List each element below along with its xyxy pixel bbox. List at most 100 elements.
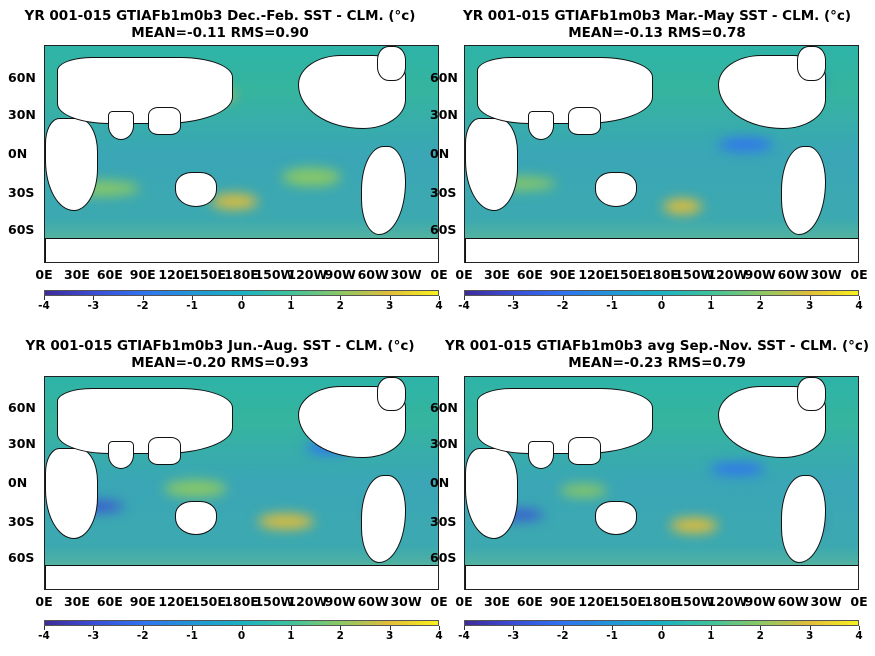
x-tick-label: 90W	[744, 267, 776, 282]
y-tick-label: 30S	[8, 185, 35, 201]
colorbar-tick-label: 1	[287, 630, 295, 642]
x-tick-label: 30W	[810, 594, 842, 609]
x-tick-label: 150E	[191, 594, 226, 609]
x-tick-label: 150W	[254, 267, 295, 282]
y-tick-label: 0N	[8, 475, 28, 490]
x-tick-label: 30W	[390, 267, 422, 282]
sst-anomaly-map	[44, 376, 439, 590]
colorbar-tick	[142, 626, 144, 630]
land-antarctica	[465, 565, 858, 589]
colorbar-tick	[192, 626, 194, 630]
x-tick-label: 180E	[644, 594, 679, 609]
colorbar-tick-label: 0	[657, 300, 666, 312]
anomaly-region	[210, 194, 259, 210]
colorbar-tick	[192, 296, 194, 300]
x-tick-label: 0E	[35, 594, 53, 609]
anomaly-region	[709, 462, 766, 476]
x-tick-label: 0E	[850, 267, 868, 282]
y-tick-label: 30N	[8, 436, 36, 452]
sst-anomaly-map	[44, 45, 439, 263]
x-tick-label: 120E	[578, 594, 613, 609]
colorbar-tick	[661, 626, 663, 630]
land-africa	[465, 117, 519, 212]
colorbar-tick	[562, 296, 564, 300]
x-tick-label: 120W	[707, 267, 748, 282]
colorbar	[464, 620, 859, 626]
land-south-america	[781, 146, 827, 236]
x-tick-label: 90W	[324, 594, 356, 609]
x-tick-label: 90E	[549, 267, 576, 282]
panel-subtitle: MEAN=-0.20 RMS=0.93	[131, 355, 309, 371]
colorbar-tick	[340, 296, 342, 300]
colorbar-tick-label: -3	[87, 630, 100, 642]
colorbar-tick-label: 1	[707, 300, 715, 312]
x-tick-label: 180E	[224, 594, 259, 609]
colorbar-tick	[513, 296, 515, 300]
x-tick-label: 30W	[810, 267, 842, 282]
anomaly-region	[662, 198, 702, 214]
colorbar-tick	[710, 626, 712, 630]
x-tick-label: 120W	[287, 594, 328, 609]
colorbar-tick-label: 3	[385, 300, 394, 312]
x-tick-label: 30E	[483, 594, 510, 609]
x-tick-label: 150W	[254, 594, 295, 609]
colorbar-tick-label: 4	[435, 300, 443, 312]
sst-anomaly-map	[464, 45, 859, 263]
x-tick-label: 60W	[777, 267, 809, 282]
x-tick-label: 60E	[96, 594, 123, 609]
land-africa	[465, 447, 519, 540]
land-antarctica	[465, 237, 858, 262]
colorbar-tick-label: -4	[458, 300, 470, 312]
land-eurasia	[56, 56, 233, 125]
x-tick-label: 30W	[390, 594, 422, 609]
colorbar-tick-label: 0	[237, 630, 246, 642]
land-south-america	[781, 475, 827, 564]
panel-subtitle: MEAN=-0.13 RMS=0.78	[568, 25, 746, 41]
anomaly-region	[670, 518, 718, 534]
colorbar-tick	[612, 626, 614, 630]
land-se-asia	[147, 436, 182, 465]
colorbar-tick	[93, 626, 95, 630]
land-greenland	[796, 377, 827, 412]
colorbar-tick	[859, 626, 860, 630]
colorbar-tick	[44, 296, 45, 300]
colorbar	[44, 290, 439, 296]
y-tick-label: 30N	[8, 106, 36, 122]
x-tick-label: 60E	[516, 267, 543, 282]
x-tick-label: 90E	[549, 594, 576, 609]
anomaly-region	[717, 137, 774, 151]
anomaly-region	[559, 484, 608, 497]
y-tick-label: 0N	[8, 146, 28, 161]
colorbar-tick-label: -3	[507, 630, 520, 642]
colorbar-tick-label: 2	[336, 300, 344, 312]
x-tick-label: 60W	[777, 594, 809, 609]
colorbar	[44, 620, 439, 626]
y-tick-label: 60S	[8, 549, 35, 565]
land-eurasia	[56, 387, 233, 454]
y-tick-label: 30N	[430, 436, 458, 452]
y-tick-label: 60S	[430, 549, 457, 565]
panel-title: YR 001-015 GTIAFb1m0b3 Mar.-May SST - CL…	[462, 8, 852, 24]
colorbar-tick	[809, 296, 811, 300]
land-india	[528, 441, 554, 469]
x-tick-label: 90W	[744, 594, 776, 609]
x-tick-label: 0E	[430, 267, 448, 282]
anomaly-region	[488, 509, 544, 521]
x-tick-label: 0E	[850, 594, 868, 609]
y-tick-label: 60S	[8, 222, 35, 238]
land-india	[108, 111, 134, 140]
colorbar-tick-label: -1	[606, 630, 618, 642]
colorbar-tick-label: -4	[38, 300, 50, 312]
land-antarctica	[45, 565, 438, 589]
colorbar-tick	[760, 626, 762, 630]
y-tick-label: 60S	[430, 222, 457, 238]
land-greenland	[796, 46, 827, 81]
colorbar-tick-label: 2	[756, 300, 764, 312]
land-se-asia	[567, 436, 602, 465]
colorbar-tick	[513, 626, 515, 630]
colorbar-tick	[439, 296, 440, 300]
colorbar-tick-label: 0	[237, 300, 246, 312]
colorbar-tick-label: -1	[186, 300, 198, 312]
x-tick-label: 60W	[357, 594, 389, 609]
x-tick-label: 0E	[455, 594, 473, 609]
